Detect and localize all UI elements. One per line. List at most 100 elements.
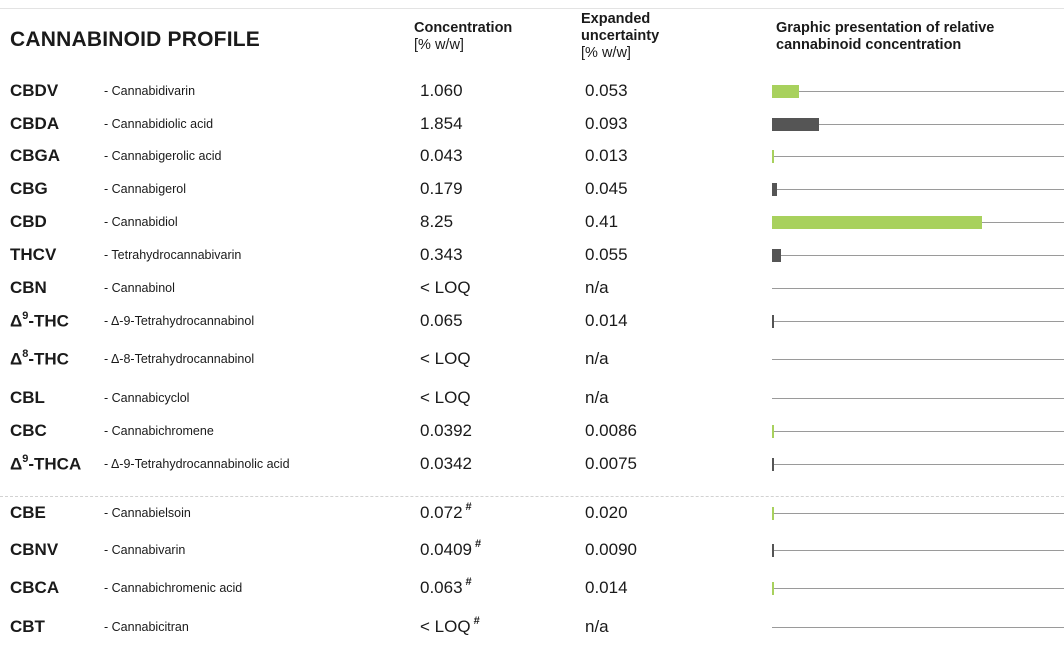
concentration-text: 1.060 <box>420 81 463 100</box>
cannabinoid-abbreviation: CBDV <box>10 81 58 101</box>
uncertainty-value: n/a <box>585 278 609 297</box>
graphic-header-line-1: Graphic presentation of relative <box>776 20 995 36</box>
cannabinoid-name: - Cannabidivarin <box>104 84 196 98</box>
bar-track <box>772 124 1064 125</box>
bar-track <box>772 359 1064 360</box>
concentration-text: 0.063 <box>420 578 463 597</box>
footnote-marker: # <box>475 538 482 550</box>
abbreviation-suffix: -THCA <box>28 454 82 474</box>
concentration-value: 0.072 # <box>420 501 472 523</box>
uncertainty-header: Expanded uncertainty [% w/w] <box>581 11 659 62</box>
cannabinoid-name: - Cannabicyclol <box>104 391 190 405</box>
concentration-header: Concentration [% w/w] <box>414 20 512 54</box>
abbreviation-suffix: -THC <box>28 311 69 331</box>
abbreviation-text: CBL <box>10 388 45 407</box>
concentration-bar <box>772 544 774 557</box>
cannabinoid-abbreviation: Δ9-THC <box>10 310 69 332</box>
table-row: CBDA - Cannabidiolic acid 1.854 0.093 <box>0 112 1064 145</box>
cannabinoid-abbreviation: Δ8-THC <box>10 348 69 370</box>
concentration-text: 0.343 <box>420 245 463 264</box>
uncertainty-value: 0.0086 <box>585 421 637 440</box>
table-row: Δ9-THCA - Δ-9-Tetrahydrocannabinolic acid… <box>0 452 1064 485</box>
uncertainty-value: n/a <box>585 388 609 407</box>
table-row: CBNV - Cannabivarin 0.0409 #0.0090 <box>0 538 1064 571</box>
concentration-text: 0.0342 <box>420 454 472 473</box>
bar-track <box>772 513 1064 514</box>
uncertainty-value: 0.41 <box>585 212 619 231</box>
uncertainty-header-label-1: Expanded <box>581 11 651 27</box>
abbreviation-text: CBDV <box>10 81 59 100</box>
concentration-bar <box>772 183 777 196</box>
concentration-value: 0.065 <box>420 311 463 331</box>
concentration-text: < LOQ <box>420 617 471 636</box>
graphic-header: Graphic presentation of relative cannabi… <box>776 20 994 54</box>
cannabinoid-abbreviation: CBNV <box>10 540 58 560</box>
uncertainty-value: 0.020 <box>585 503 628 522</box>
abbreviation-text: CBT <box>10 617 45 636</box>
bar-track <box>772 321 1064 322</box>
cannabinoid-abbreviation: CBN <box>10 278 47 298</box>
concentration-bar <box>772 85 799 98</box>
bar-track <box>772 255 1064 256</box>
concentration-text: 0.043 <box>420 146 463 165</box>
cannabinoid-abbreviation: CBG <box>10 179 48 199</box>
abbreviation-text: CBE <box>10 503 46 522</box>
footnote-marker: # <box>465 576 472 588</box>
graphic-header-line-2: cannabinoid concentration <box>776 37 962 53</box>
abbreviation-text: THCV <box>10 245 57 264</box>
abbreviation-text: Δ <box>10 454 23 474</box>
cannabinoid-abbreviation: Δ9-THCA <box>10 453 82 475</box>
table-row: THCV - Tetrahydrocannabivarin 0.343 0.055 <box>0 243 1064 276</box>
bar-track <box>772 398 1064 399</box>
table-row: CBGA - Cannabigerolic acid 0.043 0.013 <box>0 144 1064 177</box>
uncertainty-value: 0.0090 <box>585 540 637 559</box>
cannabinoid-name: - Cannabicitran <box>104 620 189 634</box>
table-row: Δ9-THC - Δ-9-Tetrahydrocannabinol 0.065 0.0… <box>0 309 1064 342</box>
table-row: CBN - Cannabinol < LOQ n/a <box>0 276 1064 309</box>
abbreviation-text: CBNV <box>10 540 59 559</box>
concentration-text: 0.179 <box>420 179 463 198</box>
uncertainty-value: 0.014 <box>585 311 628 330</box>
cannabinoid-name: - Cannabivarin <box>104 543 186 557</box>
concentration-value: 8.25 <box>420 212 453 232</box>
abbreviation-text: Δ <box>10 349 23 369</box>
cannabinoid-abbreviation: CBCA <box>10 578 59 598</box>
abbreviation-superscript: 8 <box>22 348 29 360</box>
concentration-text: 0.0392 <box>420 421 472 440</box>
concentration-text: 1.854 <box>420 114 463 133</box>
cannabinoid-name: - Cannabidiol <box>104 215 178 229</box>
uncertainty-value: n/a <box>585 349 609 368</box>
uncertainty-header-label-2: uncertainty <box>581 28 660 44</box>
page-title: CANNABINOID PROFILE <box>10 28 260 51</box>
footnote-marker: # <box>465 501 472 513</box>
concentration-bar <box>772 582 774 595</box>
uncertainty-value: 0.053 <box>585 81 628 100</box>
cannabinoid-name: - Cannabielsoin <box>104 506 191 520</box>
uncertainty-value: 0.055 <box>585 245 628 264</box>
concentration-value: 0.063 # <box>420 576 472 598</box>
bar-track <box>772 288 1064 289</box>
bar-track <box>772 156 1064 157</box>
concentration-value: 1.060 <box>420 81 463 101</box>
abbreviation-text: CBD <box>10 212 47 231</box>
table-row: CBCA - Cannabichromenic acid 0.063 #0.014 <box>0 576 1064 609</box>
concentration-bar <box>772 150 774 163</box>
abbreviation-suffix: -THC <box>28 349 69 369</box>
cannabinoid-name: - Cannabigerolic acid <box>104 149 222 163</box>
cannabinoid-abbreviation: CBGA <box>10 146 60 166</box>
table-row: CBG - Cannabigerol 0.179 0.045 <box>0 177 1064 210</box>
table-row: CBC - Cannabichromene 0.0392 0.0086 <box>0 419 1064 452</box>
concentration-value: 0.0392 <box>420 421 472 441</box>
cannabinoid-abbreviation: CBD <box>10 212 47 232</box>
bar-track <box>772 627 1064 628</box>
abbreviation-text: CBGA <box>10 146 61 165</box>
concentration-value: < LOQ # <box>420 615 480 637</box>
abbreviation-text: CBC <box>10 421 47 440</box>
concentration-header-unit: [% w/w] <box>414 37 464 53</box>
table-row: CBT - Cannabicitran < LOQ # n/a <box>0 615 1064 648</box>
cannabinoid-name: - Cannabinol <box>104 281 175 295</box>
abbreviation-superscript: 9 <box>22 453 29 465</box>
concentration-text: 0.072 <box>420 503 463 522</box>
cannabinoid-name: - Cannabigerol <box>104 182 186 196</box>
cannabinoid-name: - Δ-9-Tetrahydrocannabinol <box>104 314 255 328</box>
